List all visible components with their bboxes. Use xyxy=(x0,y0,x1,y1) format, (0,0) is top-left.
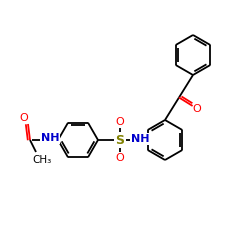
Text: O: O xyxy=(20,113,28,123)
Text: O: O xyxy=(116,117,124,127)
Text: O: O xyxy=(116,153,124,163)
Text: O: O xyxy=(192,104,201,114)
Text: NH: NH xyxy=(41,133,59,143)
Text: NH: NH xyxy=(131,134,149,144)
Text: CH₃: CH₃ xyxy=(32,155,52,165)
Text: S: S xyxy=(116,134,124,146)
